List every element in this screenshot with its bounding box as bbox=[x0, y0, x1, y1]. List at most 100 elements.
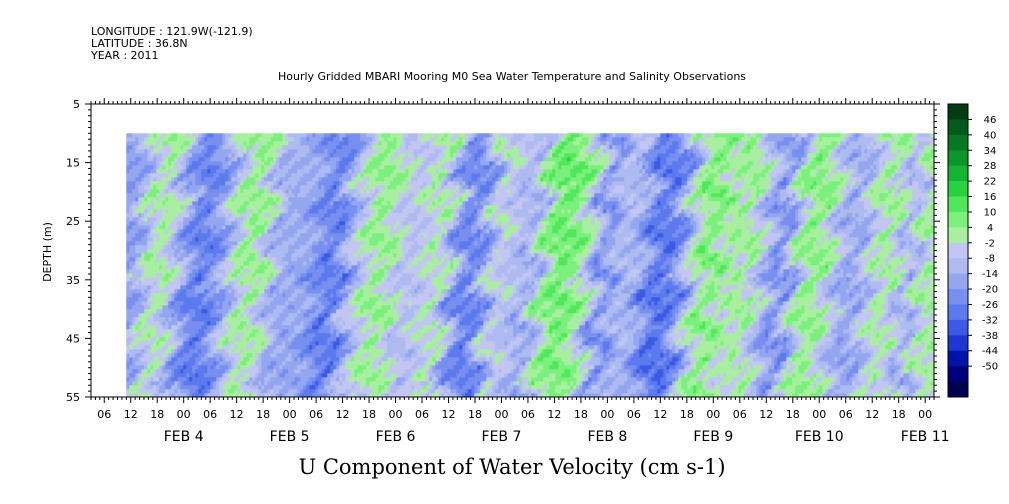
heatmap-cell bbox=[252, 193, 256, 198]
heatmap-cell bbox=[141, 153, 145, 158]
heatmap-cell bbox=[240, 353, 244, 358]
heatmap-cell bbox=[336, 389, 340, 394]
heatmap-cell bbox=[279, 341, 283, 346]
heatmap-cell bbox=[267, 385, 271, 390]
heatmap-cell bbox=[207, 385, 211, 390]
heatmap-cell bbox=[318, 305, 322, 310]
heatmap-cell bbox=[270, 253, 274, 258]
heatmap-cell bbox=[321, 217, 325, 222]
heatmap-cell bbox=[276, 213, 280, 218]
heatmap-cell bbox=[138, 137, 142, 142]
heatmap-cell bbox=[255, 345, 259, 350]
heatmap-cell bbox=[156, 193, 160, 198]
heatmap-cell bbox=[312, 201, 316, 206]
heatmap-cell bbox=[222, 301, 226, 306]
heatmap-cell bbox=[141, 169, 145, 174]
heatmap-cell bbox=[246, 377, 250, 382]
heatmap-cell bbox=[219, 209, 223, 214]
heatmap-cell bbox=[225, 333, 229, 338]
heatmap-cell bbox=[162, 377, 166, 382]
heatmap-cell bbox=[318, 393, 322, 398]
heatmap-cell bbox=[210, 341, 214, 346]
heatmap-cell bbox=[177, 333, 181, 338]
heatmap-cell bbox=[279, 221, 283, 226]
heatmap-cell bbox=[141, 269, 145, 274]
heatmap-cell bbox=[222, 189, 226, 194]
heatmap-cell bbox=[225, 353, 229, 358]
heatmap-cell bbox=[348, 229, 352, 234]
heatmap-cell bbox=[189, 233, 193, 238]
heatmap-cell bbox=[324, 313, 328, 318]
heatmap-cell bbox=[288, 157, 292, 162]
heatmap-cell bbox=[162, 261, 166, 266]
heatmap-cell bbox=[279, 357, 283, 362]
heatmap-cell bbox=[216, 353, 220, 358]
heatmap-cell bbox=[201, 377, 205, 382]
heatmap-cell bbox=[279, 165, 283, 170]
heatmap-cell bbox=[222, 225, 226, 230]
heatmap-cell bbox=[327, 341, 331, 346]
heatmap-cell bbox=[159, 285, 163, 290]
heatmap-cell bbox=[204, 173, 208, 178]
heatmap-cell bbox=[267, 153, 271, 158]
heatmap-cell bbox=[321, 361, 325, 366]
heatmap-cell bbox=[198, 301, 202, 306]
heatmap-cell bbox=[231, 329, 235, 334]
heatmap-cell bbox=[243, 241, 247, 246]
heatmap-cell bbox=[321, 317, 325, 322]
heatmap-cell bbox=[279, 337, 283, 342]
heatmap-cell bbox=[321, 169, 325, 174]
heatmap-cell bbox=[351, 269, 355, 274]
heatmap-cell bbox=[144, 181, 148, 186]
heatmap-cell bbox=[189, 153, 193, 158]
heatmap-cell bbox=[201, 193, 205, 198]
heatmap-cell bbox=[222, 237, 226, 242]
heatmap-cell bbox=[168, 245, 172, 250]
heatmap-cell bbox=[150, 389, 154, 394]
heatmap-cell bbox=[243, 349, 247, 354]
heatmap-cell bbox=[330, 349, 334, 354]
heatmap-cell bbox=[225, 241, 229, 246]
heatmap-cell bbox=[213, 229, 217, 234]
heatmap-cell bbox=[126, 165, 130, 170]
heatmap-cell bbox=[264, 141, 268, 146]
heatmap-cell bbox=[318, 289, 322, 294]
heatmap-cell bbox=[240, 329, 244, 334]
heatmap-cell bbox=[276, 353, 280, 358]
heatmap-cell bbox=[216, 237, 220, 242]
heatmap-cell bbox=[171, 241, 175, 246]
heatmap-cell bbox=[291, 189, 295, 194]
heatmap-cell bbox=[288, 289, 292, 294]
heatmap-cell bbox=[204, 309, 208, 314]
heatmap-cell bbox=[273, 201, 277, 206]
heatmap-cell bbox=[213, 329, 217, 334]
heatmap-cell bbox=[156, 345, 160, 350]
heatmap-cell bbox=[249, 301, 253, 306]
heatmap-cell bbox=[213, 369, 217, 374]
heatmap-cell bbox=[321, 157, 325, 162]
heatmap-cell bbox=[213, 141, 217, 146]
heatmap-cell bbox=[330, 193, 334, 198]
heatmap-cell bbox=[342, 257, 346, 262]
heatmap-cell bbox=[159, 149, 163, 154]
heatmap-cell bbox=[282, 145, 286, 150]
heatmap-cell bbox=[318, 369, 322, 374]
heatmap-cell bbox=[219, 381, 223, 386]
heatmap-cell bbox=[315, 181, 319, 186]
heatmap-cell bbox=[231, 233, 235, 238]
heatmap-cell bbox=[231, 317, 235, 322]
heatmap-cell bbox=[213, 253, 217, 258]
heatmap-cell bbox=[324, 173, 328, 178]
heatmap-cell bbox=[339, 241, 343, 246]
heatmap-cell bbox=[285, 329, 289, 334]
heatmap-cell bbox=[267, 149, 271, 154]
heatmap-cell bbox=[294, 201, 298, 206]
heatmap-cell bbox=[264, 305, 268, 310]
heatmap-cell bbox=[273, 373, 277, 378]
heatmap-cell bbox=[165, 317, 169, 322]
heatmap-cell bbox=[315, 145, 319, 150]
heatmap-cell bbox=[147, 185, 151, 190]
heatmap-cell bbox=[192, 385, 196, 390]
heatmap-cell bbox=[312, 353, 316, 358]
heatmap-cell bbox=[240, 341, 244, 346]
